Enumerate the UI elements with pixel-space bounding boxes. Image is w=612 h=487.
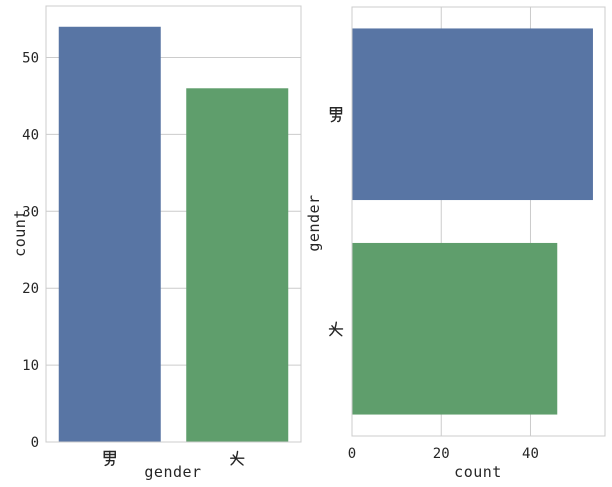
x-tick-label: 40 [522,446,539,462]
axes-border [45,5,302,443]
right-x-axis-label: count [454,463,502,481]
y-tick-label: 20 [22,281,39,297]
y-tick-label: 30 [22,204,39,220]
axes-border [351,6,606,437]
y-tick-label: 50 [22,51,39,67]
countplot-vertical: 0 10 20 30 40 50 [22,5,302,467]
x-tick-label: 20 [433,446,450,462]
left-y-axis-label: count [11,209,29,257]
bar-female [186,88,289,442]
y-tick-label: 10 [22,358,39,374]
right-y-axis-label: gender [305,194,323,252]
y-tick-label: 0 [31,435,39,451]
left-x-axis-label: gender [144,463,202,481]
y-tick-label-male [329,107,343,123]
x-tick-label: 0 [348,446,356,462]
bar-female [352,242,558,415]
countplot-horizontal: 0 20 40 [328,6,606,462]
y-tick-label-female [328,321,344,337]
x-tick-label-female [230,450,245,466]
y-tick-label: 40 [22,127,39,143]
bar-male [352,28,593,201]
x-tick-label-male [103,450,116,467]
bar-male [58,26,161,443]
